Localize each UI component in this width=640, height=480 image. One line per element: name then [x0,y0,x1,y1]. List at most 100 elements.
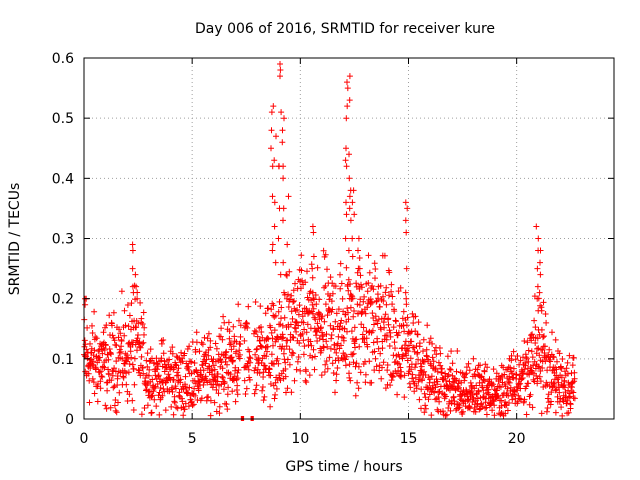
data-point [150,388,157,395]
data-point [265,305,272,312]
data-point [225,319,232,326]
data-point [300,319,307,326]
data-point [237,333,244,340]
data-point [253,329,260,335]
data-point [347,281,354,287]
data-point [232,398,239,405]
data-point [481,377,488,384]
data-point [223,348,230,355]
data-point [486,376,493,383]
data-point [109,322,115,329]
data-point [281,115,287,122]
data-point [333,377,340,384]
data-point [349,295,356,302]
data-point [310,310,316,317]
data-point [538,326,545,333]
chart-title: Day 006 of 2016, SRMTID for receiver kur… [195,21,495,37]
data-point [145,372,152,379]
data-point [256,370,263,377]
data-point [172,361,179,368]
data-point [414,331,421,338]
data-point [410,320,417,326]
data-point [506,373,513,380]
data-point [386,292,392,299]
data-point [333,310,340,317]
data-point [291,377,298,384]
data-point [371,321,377,328]
data-point [283,271,290,278]
data-point [532,324,539,331]
data-point [262,310,269,317]
data-point [151,385,158,391]
data-point [199,341,206,348]
data-point [401,394,408,401]
data-point [97,378,104,385]
data-point [404,314,411,321]
data-point [493,370,500,377]
data-point [297,367,304,374]
data-point [138,411,145,418]
data-point [529,404,536,411]
data-point [93,335,100,342]
data-point [422,405,429,412]
data-point [333,349,340,356]
y-axis-ticks: 0 0.1 0.2 0.3 0.4 0.5 0.6 [52,51,614,428]
data-point [118,343,125,350]
data-point [368,299,375,306]
data-point [553,366,560,373]
data-point [350,350,357,357]
data-point [486,391,492,398]
data-point [565,394,572,401]
data-point [518,375,525,382]
data-point [233,338,240,345]
data-point [376,367,383,374]
data-point [253,382,260,389]
data-point [300,351,307,358]
data-point [548,398,554,405]
data-point [349,253,356,260]
data-point [343,353,350,360]
data-point [281,314,288,321]
data-point [141,331,147,338]
data-point [442,393,449,400]
data-point [84,324,91,331]
data-point [448,348,455,355]
data-point [387,333,394,340]
data-point [335,357,342,364]
data-point [536,363,543,370]
data-point [226,335,233,342]
data-point [380,298,387,304]
data-point [113,409,120,416]
data-point [460,408,466,415]
data-point [534,295,541,302]
data-point [286,268,293,275]
data-point [230,323,237,330]
data-point [108,351,114,358]
x-tick-label: 15 [400,431,418,447]
data-point [349,351,356,358]
data-point [108,377,115,384]
data-point [264,348,270,355]
x-tick-label: 5 [188,431,197,447]
data-point [571,395,578,402]
data-point [527,391,534,398]
data-point [294,306,301,313]
data-point [247,355,254,362]
data-point [427,335,434,342]
data-point [271,157,278,164]
data-point [125,369,132,376]
data-point [218,325,225,332]
data-point [480,376,487,383]
data-point [346,73,353,80]
data-point [418,386,425,393]
data-point [533,223,540,230]
data-point [214,371,221,377]
data-point [123,370,130,377]
data-point [404,205,411,212]
data-point [327,322,334,329]
data-point [523,411,530,418]
data-point [384,362,391,368]
x-axis-ticks: 0 5 10 15 20 [80,58,526,447]
data-point [245,366,252,373]
data-point [290,350,297,357]
